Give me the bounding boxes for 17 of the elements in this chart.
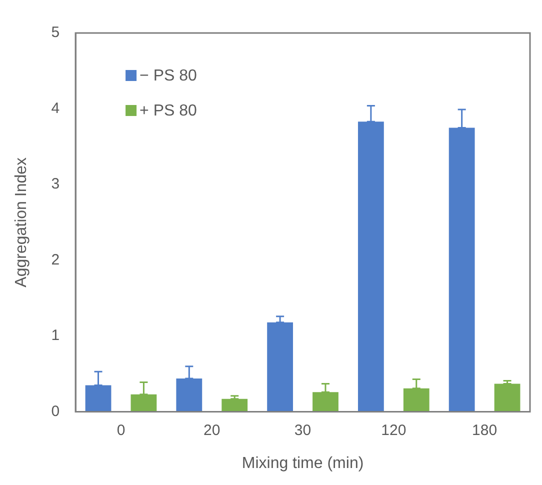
x-axis-title: Mixing time (min) (242, 454, 364, 472)
legend-label: − PS 80 (140, 67, 198, 84)
y-tick-label: 1 (51, 327, 60, 344)
y-tick-label: 2 (51, 251, 60, 268)
y-tick-label: 0 (51, 402, 60, 420)
bar (494, 384, 520, 412)
y-tick-label: 4 (51, 100, 60, 117)
x-tick-label: 0 (116, 422, 126, 439)
bar (222, 398, 248, 412)
x-tick-label: 180 (472, 422, 498, 439)
x-tick-label: 120 (381, 422, 406, 439)
legend-label: + PS 80 (140, 102, 198, 120)
x-tick-label: 30 (294, 422, 312, 439)
y-axis-title: Aggregation Index (13, 157, 30, 288)
y-tick-label: 3 (51, 176, 60, 193)
x-tick-label: 20 (204, 422, 220, 439)
y-tick-label: 5 (51, 24, 60, 42)
